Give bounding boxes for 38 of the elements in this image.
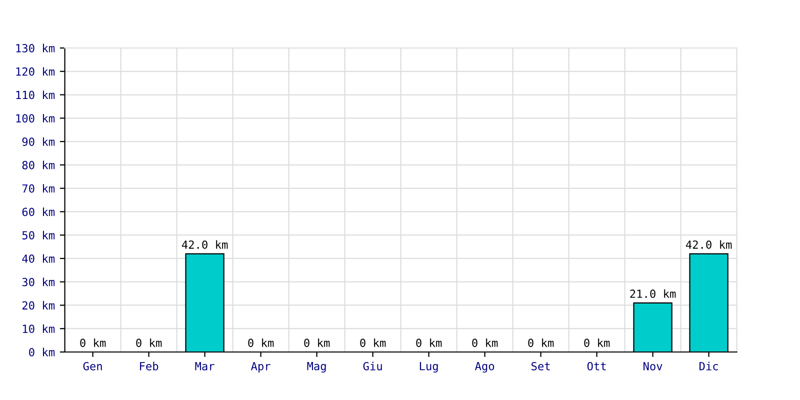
- data-label: 0 km: [248, 338, 274, 348]
- x-tick-label: Set: [532, 362, 550, 370]
- data-label: 0 km: [472, 338, 498, 348]
- data-label: 0 km: [584, 338, 610, 348]
- data-label: 0 km: [528, 338, 554, 348]
- data-label: 42.0 km: [686, 240, 732, 249]
- x-tick-label: Feb: [140, 362, 158, 370]
- y-tick-label: 30 km: [22, 278, 55, 286]
- y-tick-label: 10 km: [22, 324, 55, 334]
- x-tick-label: Mag: [307, 362, 326, 373]
- x-tick-label: Dic: [700, 362, 718, 370]
- x-tick-label: Apr: [250, 362, 270, 373]
- x-tick-label: Lug: [420, 362, 438, 373]
- x-tick-label: Gen: [83, 362, 102, 370]
- y-tick-label: 60 km: [22, 208, 55, 216]
- x-tick-label: Ago: [474, 362, 494, 373]
- y-tick-label: 20 km: [22, 301, 55, 310]
- x-tick-label: Nov: [644, 362, 662, 370]
- x-tick-label: Ott: [587, 362, 606, 370]
- data-label: 42.0 km: [182, 240, 228, 249]
- y-tick-label: 110 km: [16, 90, 55, 100]
- data-label: 0 km: [416, 338, 442, 348]
- y-tick-label: 130 km: [16, 44, 55, 52]
- y-tick-label: 0 km: [29, 348, 55, 356]
- data-label: 0 km: [136, 338, 162, 348]
- y-tick-label: 70 km: [22, 184, 55, 193]
- y-tick-label: 100 km: [16, 114, 55, 123]
- y-tick-label: 40 km: [22, 254, 55, 263]
- data-label: 21.0 km: [630, 289, 676, 298]
- y-tick-label: 120 km: [16, 67, 55, 76]
- data-label: 0 km: [80, 338, 106, 348]
- data-label: 0 km: [360, 338, 386, 348]
- x-tick-label: Giu: [363, 362, 382, 370]
- x-tick-label: Mar: [195, 362, 214, 370]
- y-tick-label: 80 km: [22, 160, 55, 170]
- data-label: 0 km: [304, 338, 330, 348]
- y-tick-label: 90 km: [22, 137, 55, 146]
- y-tick-label: 50 km: [22, 230, 55, 240]
